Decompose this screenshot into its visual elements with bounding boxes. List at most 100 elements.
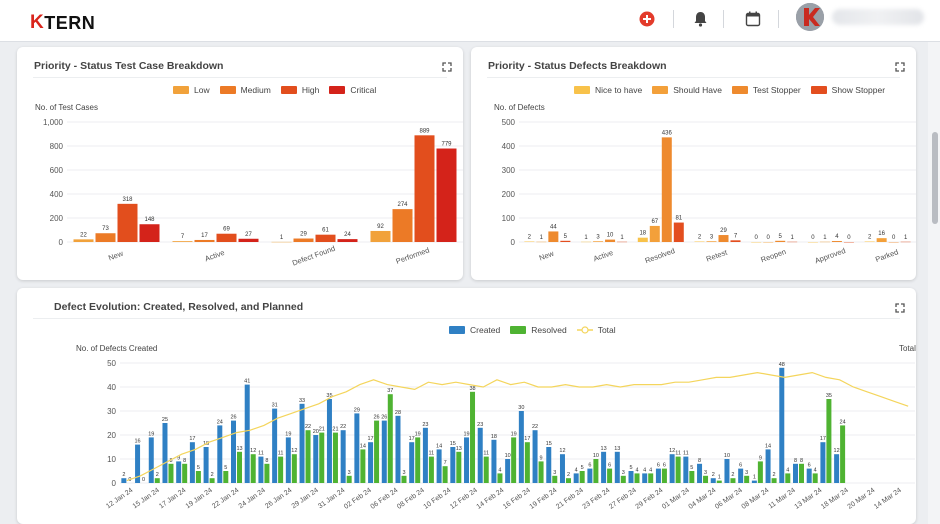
data-label: 1 [791, 235, 795, 241]
data-label: 10 [724, 453, 730, 459]
defect-evolution-panel: Defect Evolution: Created, Resolved, and… [17, 288, 916, 524]
bar [785, 473, 791, 483]
bar [189, 442, 195, 483]
data-label: 6 [657, 463, 660, 469]
ktern-logo[interactable]: K TERN [30, 12, 96, 33]
divider [487, 77, 900, 78]
x-tick-label: 20 Mar 24 [847, 487, 877, 511]
expand-icon[interactable] [895, 300, 905, 313]
bar [456, 451, 462, 483]
data-label: 1 [753, 475, 756, 481]
bar [172, 241, 193, 242]
data-label: 29 [354, 407, 360, 413]
legend-item-medium[interactable]: Medium [219, 85, 271, 95]
legend-swatch [731, 86, 748, 94]
data-label: 3 [402, 470, 405, 476]
bar [587, 468, 593, 483]
test-case-breakdown-panel: Priority - Status Test Case Breakdown Lo… [17, 47, 463, 280]
data-label: 5 [224, 465, 227, 471]
avatar[interactable] [796, 3, 824, 31]
x-tick-label: 06 Mar 24 [714, 487, 744, 511]
data-label: 2 [156, 472, 159, 478]
bar [176, 461, 182, 483]
bar [195, 471, 201, 483]
data-label: 0 [767, 235, 771, 241]
bar [771, 478, 777, 483]
data-label: 14 [360, 443, 366, 449]
bar [716, 480, 722, 483]
bar [834, 454, 840, 483]
data-label: 24 [217, 419, 223, 425]
legend-swatch [329, 86, 346, 94]
bar [387, 394, 393, 483]
bar [601, 451, 607, 483]
data-label: 11 [258, 451, 264, 457]
data-label: 23 [477, 422, 483, 428]
bar [689, 471, 695, 483]
data-label: 28 [395, 410, 401, 416]
add-circle-icon[interactable] [636, 8, 658, 30]
bar [337, 239, 358, 242]
data-label: 21 [319, 427, 325, 433]
y-tick-label: 0 [511, 238, 516, 247]
data-label: 17 [524, 436, 530, 442]
data-label: 5 [564, 234, 568, 240]
y-tick-label: 10 [107, 455, 116, 464]
bell-icon[interactable] [689, 8, 711, 30]
y-tick-label: 100 [502, 214, 516, 223]
data-label: 4 [649, 467, 652, 473]
bar [518, 411, 524, 483]
data-label: 19 [285, 431, 291, 437]
y-tick-label: 600 [50, 166, 64, 175]
bar [450, 447, 456, 483]
legend-item-test-stopper[interactable]: Test Stopper [731, 85, 801, 95]
legend-item-created[interactable]: Created [449, 325, 500, 335]
expand-icon[interactable] [442, 59, 452, 72]
data-label: 3 [553, 470, 556, 476]
legend-item-resolved[interactable]: Resolved [510, 325, 567, 335]
data-label: 26 [230, 415, 236, 421]
data-label: 3 [622, 470, 625, 476]
data-label: 14 [765, 443, 771, 449]
data-label: 48 [779, 362, 785, 368]
legend-item-should-have[interactable]: Should Have [652, 85, 722, 95]
data-label: 25 [162, 417, 168, 423]
bar [477, 427, 483, 483]
chart-legend: Created Resolved Total [449, 325, 626, 335]
top-bar: K TERN [0, 0, 940, 42]
data-label: 1 [280, 235, 284, 241]
bar [675, 456, 681, 483]
y-tick-label: 0 [59, 238, 64, 247]
expand-icon[interactable] [895, 59, 905, 72]
x-tick-label: Active [204, 248, 226, 263]
bar [620, 475, 626, 483]
bar [798, 463, 804, 483]
legend-item-low[interactable]: Low [173, 85, 210, 95]
legend-item-critical[interactable]: Critical [329, 85, 376, 95]
user-name-blurred[interactable] [832, 9, 924, 25]
bar [593, 459, 599, 483]
x-tick-label: 21 Feb 24 [555, 487, 585, 511]
legend-swatch [449, 326, 465, 334]
data-label: 21 [332, 427, 338, 433]
x-tick-label: 16 Feb 24 [502, 487, 532, 511]
data-label: 9 [177, 455, 180, 461]
data-label: 1 [540, 235, 544, 241]
data-label: 0 [142, 477, 145, 483]
data-label: 318 [122, 197, 133, 203]
legend-item-show-stopper[interactable]: Show Stopper [810, 85, 885, 95]
data-label: 14 [436, 443, 442, 449]
data-label: 3 [710, 234, 714, 240]
data-label: 6 [739, 463, 742, 469]
calendar-icon[interactable] [742, 8, 764, 30]
x-tick-label: 29 Jan 24 [291, 487, 320, 510]
legend-item-total[interactable]: Total [576, 325, 616, 335]
bar [332, 432, 338, 483]
bar [291, 454, 297, 483]
data-label: 4 [575, 467, 578, 473]
scrollbar[interactable] [928, 42, 940, 524]
scrollbar-thumb[interactable] [932, 132, 938, 224]
x-tick-label: 31 Jan 24 [317, 487, 346, 510]
legend-item-high[interactable]: High [280, 85, 319, 95]
legend-item-nice-to-have[interactable]: Nice to have [574, 85, 642, 95]
